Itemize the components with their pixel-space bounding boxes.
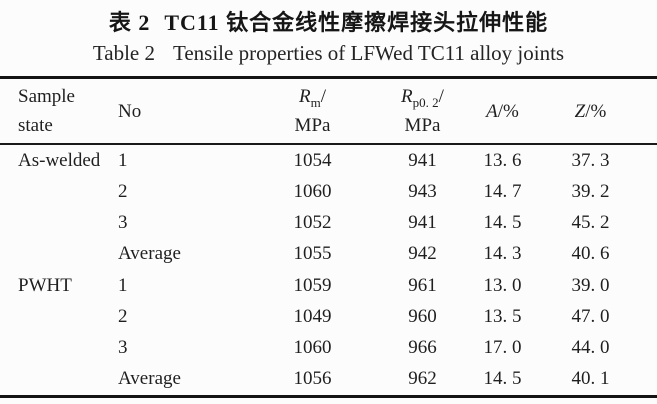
header-rp02: Rp0. 2/ MPa — [390, 79, 455, 143]
cell-rp02: 966 — [408, 337, 437, 359]
cell-rp02: 961 — [408, 274, 437, 296]
cell-a: 13. 6 — [483, 149, 522, 171]
table-row: Average 1055 942 14. 3 40. 6 — [0, 239, 657, 270]
cell-sample-state: As-welded — [18, 149, 101, 171]
header-sample-state: Sample state — [0, 79, 105, 143]
cell-rp02: 942 — [408, 243, 437, 265]
table-row: 2 1049 960 13. 5 47. 0 — [0, 301, 657, 332]
cell-a: 17. 0 — [483, 337, 522, 359]
table-caption-en-label: Table 2 — [92, 41, 155, 65]
cell-rp02: 960 — [408, 305, 437, 327]
cell-a: 14. 7 — [483, 180, 522, 202]
table-caption-en-text: Tensile properties of LFWed TC11 alloy j… — [172, 41, 565, 65]
table-row: PWHT 1 1059 961 13. 0 39. 0 — [0, 270, 657, 301]
table-row: 3 1052 941 14. 5 45. 2 — [0, 208, 657, 239]
cell-a: 13. 0 — [483, 274, 522, 296]
cell-sample-state — [0, 301, 105, 332]
header-z-percent: Z/% — [574, 100, 607, 122]
cell-no: Average — [118, 368, 181, 390]
cell-rp02: 943 — [408, 180, 437, 202]
cell-z: 39. 0 — [571, 274, 610, 296]
cell-no: 3 — [118, 337, 128, 359]
cell-a: 13. 5 — [483, 305, 522, 327]
cell-sample-state — [0, 239, 105, 270]
cell-sample-state — [0, 208, 105, 239]
table-caption-zh-label: 表 2 — [108, 10, 151, 35]
header-sample-state-line2: state — [18, 115, 53, 136]
header-rm: Rm/ MPa — [235, 79, 390, 143]
cell-rm: 1056 — [293, 368, 332, 390]
table-row: Average 1056 962 14. 5 40. 1 — [0, 364, 657, 395]
cell-rm: 1054 — [293, 149, 332, 171]
table-header-row: Sample state No Rm/ MPa Rp0. 2/ MPa A/% … — [0, 79, 657, 145]
cell-a: 14. 3 — [483, 243, 522, 265]
cell-no: 1 — [118, 274, 128, 296]
cell-z: 45. 2 — [571, 212, 610, 234]
cell-a: 14. 5 — [483, 368, 522, 390]
header-rp02-symbol: Rp0. 2/ — [401, 86, 444, 110]
table-row: 2 1060 943 14. 7 39. 2 — [0, 176, 657, 207]
cell-sample-state — [0, 333, 105, 364]
cell-a: 14. 5 — [483, 212, 522, 234]
data-table: Sample state No Rm/ MPa Rp0. 2/ MPa A/% … — [0, 76, 657, 398]
cell-rm: 1049 — [293, 305, 332, 327]
cell-z: 40. 1 — [571, 368, 610, 390]
cell-rm: 1055 — [293, 243, 332, 265]
cell-z: 40. 6 — [571, 243, 610, 265]
cell-no: 2 — [118, 305, 128, 327]
cell-rm: 1059 — [293, 274, 332, 296]
cell-no: Average — [118, 243, 181, 265]
table-caption-zh: 表 2 TC11 钛合金线性摩擦焊接头拉伸性能 — [0, 5, 657, 37]
table-row: 3 1060 966 17. 0 44. 0 — [0, 333, 657, 364]
cell-z: 47. 0 — [571, 305, 610, 327]
cell-z: 44. 0 — [571, 337, 610, 359]
cell-rp02: 941 — [408, 149, 437, 171]
header-rm-unit: MPa — [294, 115, 331, 136]
table-caption-zh-text: TC11 钛合金线性摩擦焊接头拉伸性能 — [164, 10, 549, 35]
header-a-percent: A/% — [486, 100, 519, 122]
cell-no: 2 — [118, 180, 128, 202]
cell-rp02: 962 — [408, 368, 437, 390]
header-no: No — [118, 100, 142, 122]
cell-z: 39. 2 — [571, 180, 610, 202]
cell-sample-state — [0, 176, 105, 207]
table-caption-en: Table 2 Tensile properties of LFWed TC11 … — [0, 41, 657, 66]
header-rm-symbol: Rm/ — [298, 86, 326, 110]
cell-no: 3 — [118, 212, 128, 234]
cell-rm: 1060 — [293, 180, 332, 202]
cell-sample-state: PWHT — [18, 274, 72, 296]
cell-z: 37. 3 — [571, 149, 610, 171]
cell-rp02: 941 — [408, 212, 437, 234]
table-body: As-welded 1 1054 941 13. 6 37. 3 2 1060 … — [0, 145, 657, 395]
header-rp02-unit: MPa — [404, 115, 441, 136]
cell-sample-state — [0, 364, 105, 395]
header-sample-state-line1: Sample — [18, 86, 75, 107]
cell-rm: 1060 — [293, 337, 332, 359]
cell-no: 1 — [118, 149, 128, 171]
table-row: As-welded 1 1054 941 13. 6 37. 3 — [0, 145, 657, 176]
cell-rm: 1052 — [293, 212, 332, 234]
